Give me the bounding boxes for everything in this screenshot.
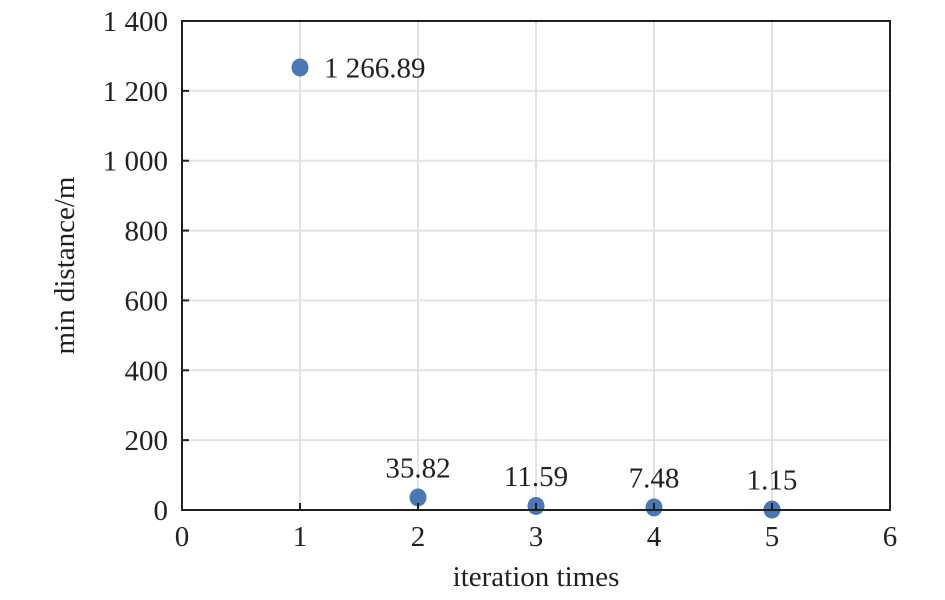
data-point	[409, 488, 427, 507]
data-points	[291, 58, 781, 519]
data-label: 1.15	[747, 465, 798, 497]
y-tick-label: 400	[125, 355, 169, 387]
grid	[182, 21, 890, 510]
data-label: 35.82	[385, 452, 450, 484]
y-tick-label: 600	[125, 285, 169, 317]
x-tick-label: 6	[883, 521, 898, 553]
y-tick-label: 0	[154, 495, 169, 527]
data-labels: 1 266.89 35.82 11.59 7.48 1.15	[324, 52, 797, 496]
x-axis-title: iteration times	[453, 561, 620, 593]
data-label: 11.59	[504, 461, 568, 493]
y-tick-label: 1 400	[103, 6, 168, 38]
x-tick-label: 1	[293, 521, 308, 553]
y-tick-label: 200	[125, 425, 169, 457]
x-tick-label: 2	[411, 521, 426, 553]
x-tick-label: 4	[647, 521, 662, 553]
y-tick-label: 800	[125, 216, 169, 248]
y-tick-label: 1 000	[103, 146, 168, 178]
data-label: 1 266.89	[324, 52, 426, 84]
axis-ticks: 0 1 2 3 4 5 6 0 200 400 600 800 1 000 1 200 1 400	[103, 6, 898, 553]
x-tick-label: 3	[529, 521, 544, 553]
data-point	[291, 58, 309, 77]
x-tick-label: 5	[765, 521, 780, 553]
y-axis-title: min distance/m	[49, 176, 81, 354]
x-tick-label: 0	[175, 521, 190, 553]
y-tick-label: 1 200	[103, 76, 168, 108]
data-label: 7.48	[629, 462, 680, 494]
